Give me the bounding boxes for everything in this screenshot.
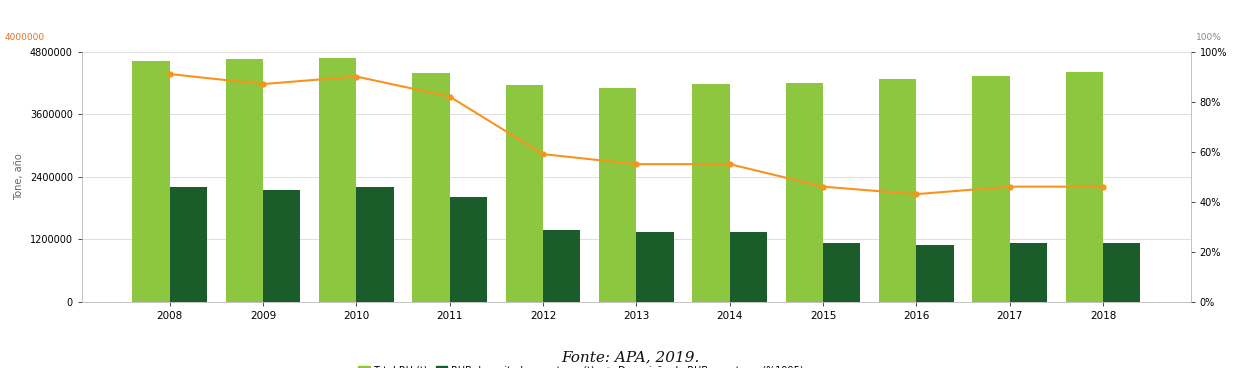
Bar — [636, 233, 674, 302]
Deposição de RUB em aterro (%1995) — [163, 72, 178, 76]
Bar — [170, 187, 207, 302]
Bar — [132, 61, 170, 302]
Deposição de RUB em aterro (%1995) — [1095, 184, 1110, 189]
Deposição de RUB em aterro (%1995) — [629, 162, 644, 166]
Deposição de RUB em aterro (%1995) — [536, 152, 551, 156]
Text: 4000000: 4000000 — [4, 32, 44, 42]
Deposição de RUB em aterro (%1995) — [349, 74, 364, 79]
Bar — [450, 198, 486, 302]
Bar — [1009, 243, 1047, 302]
Bar — [543, 230, 581, 302]
Bar — [505, 85, 543, 302]
Deposição de RUB em aterro (%1995) — [256, 82, 271, 86]
Bar — [412, 74, 450, 302]
Bar — [357, 187, 393, 302]
Deposição de RUB em aterro (%1995) — [1002, 184, 1017, 189]
Bar — [916, 245, 954, 302]
Text: 100%: 100% — [1196, 32, 1222, 42]
Bar — [1066, 72, 1102, 302]
Y-axis label: Tone, año: Tone, año — [14, 153, 24, 200]
Bar — [879, 79, 916, 302]
Deposição de RUB em aterro (%1995) — [442, 94, 457, 99]
Bar — [598, 88, 636, 302]
Bar — [692, 84, 730, 302]
Text: Fonte: APA, 2019.: Fonte: APA, 2019. — [561, 350, 699, 364]
Bar — [730, 233, 767, 302]
Deposição de RUB em aterro (%1995) — [722, 162, 737, 166]
Bar — [319, 58, 357, 302]
Bar — [1102, 243, 1140, 302]
Bar — [973, 75, 1009, 302]
Deposição de RUB em aterro (%1995) — [908, 192, 924, 197]
Bar — [786, 83, 823, 302]
Bar — [823, 243, 861, 302]
Legend: Total RU (t), RUB depositado em aterro (t), Deposição de RUB em aterro (%1995): Total RU (t), RUB depositado em aterro (… — [354, 362, 808, 368]
Bar — [263, 190, 300, 302]
Line: Deposição de RUB em aterro (%1995): Deposição de RUB em aterro (%1995) — [168, 72, 1105, 197]
Bar — [226, 59, 263, 302]
Deposição de RUB em aterro (%1995) — [815, 184, 830, 189]
